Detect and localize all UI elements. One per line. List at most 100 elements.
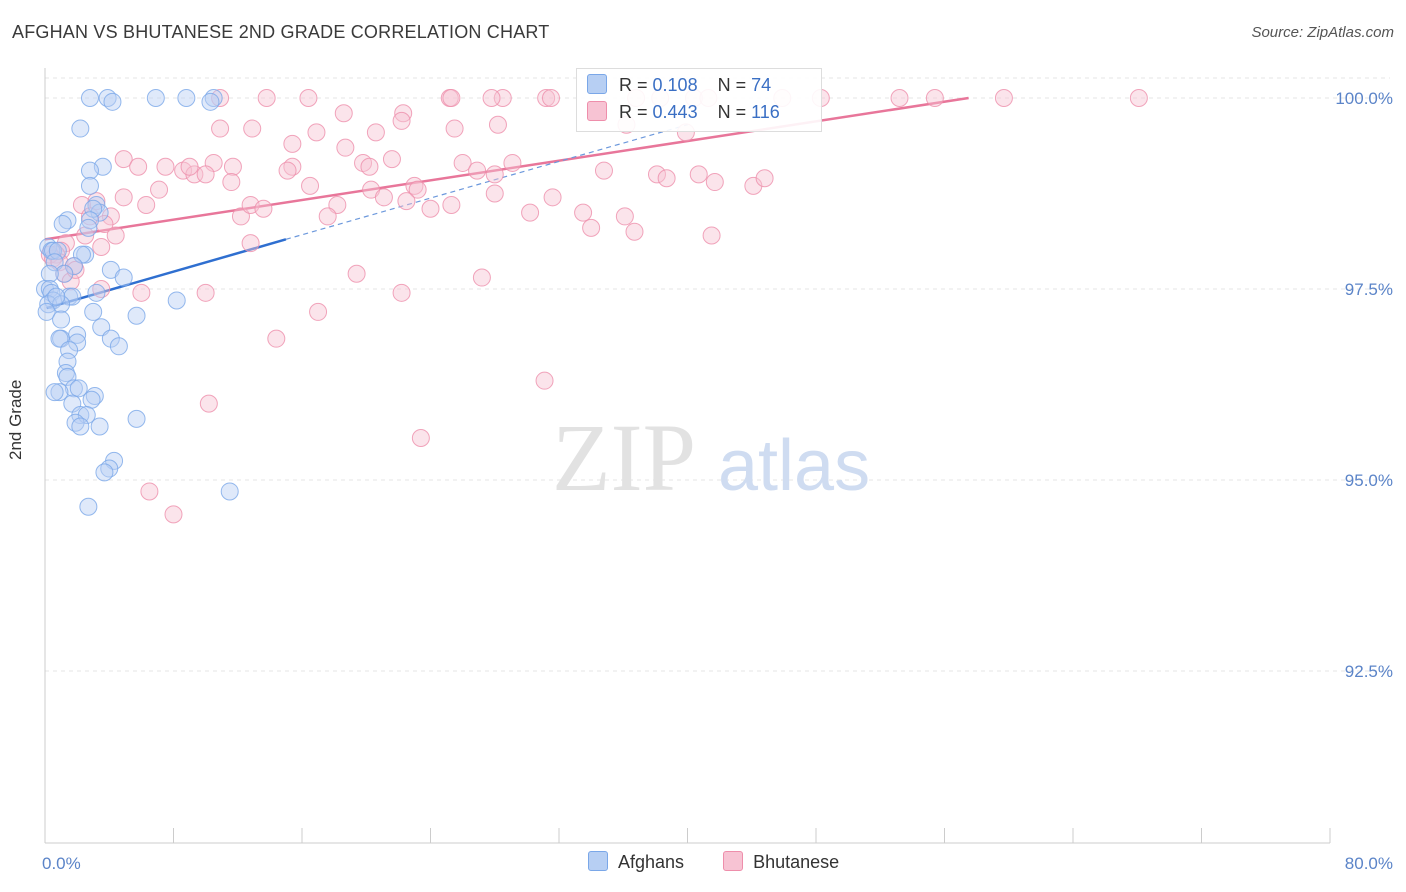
bhutanese-point bbox=[925, 89, 944, 107]
bhutanese-point bbox=[755, 169, 774, 188]
afghans-point bbox=[64, 257, 83, 276]
bhutanese-point bbox=[211, 119, 230, 138]
afghans-point bbox=[201, 92, 220, 111]
bhutanese-point bbox=[196, 283, 215, 302]
bhutanese-point bbox=[582, 218, 601, 237]
bhutanese-point bbox=[485, 165, 504, 184]
bhutanese-point bbox=[382, 150, 401, 169]
afghans-legend-label: Afghans bbox=[618, 852, 685, 872]
afghans-point bbox=[45, 253, 64, 272]
bhutanese-point bbox=[61, 272, 80, 291]
bhutanese-point bbox=[254, 199, 273, 218]
bhutanese-point bbox=[132, 283, 151, 302]
bhutanese-point bbox=[137, 195, 156, 214]
bhutanese-point bbox=[267, 329, 286, 348]
bhutanese-point bbox=[485, 184, 504, 203]
afghans-point bbox=[48, 241, 67, 260]
bhutanese-point bbox=[301, 176, 320, 195]
bhutanese-point bbox=[421, 199, 440, 218]
afghans-point bbox=[80, 89, 99, 107]
afghans-point bbox=[71, 417, 90, 436]
afghans-point bbox=[79, 218, 98, 237]
bhutanese-point bbox=[257, 89, 276, 107]
watermark: ZIP atlas bbox=[552, 404, 870, 511]
afghans-point bbox=[127, 409, 146, 428]
watermark-atlas: atlas bbox=[718, 426, 870, 506]
afghans-point bbox=[146, 89, 165, 107]
afghans-point bbox=[50, 329, 69, 348]
afghans-point bbox=[52, 310, 71, 329]
bhutanese-point bbox=[543, 188, 562, 207]
trend-lines bbox=[44, 96, 969, 310]
bhutanese-point bbox=[156, 157, 175, 176]
afghans-point bbox=[69, 379, 88, 398]
afghans-legend-swatch bbox=[588, 851, 608, 871]
bhutanese-point bbox=[299, 89, 318, 107]
bhutanese-point bbox=[594, 161, 613, 180]
tick-labels: 100.0% 97.5% 95.0% 92.5% 0.0% 80.0% bbox=[42, 89, 1393, 873]
bhutanese-point bbox=[472, 268, 491, 287]
bhutanese-point bbox=[468, 161, 487, 180]
afghans-swatch bbox=[587, 74, 607, 94]
x-tick-label-max: 80.0% bbox=[1345, 854, 1393, 873]
bhutanese-point bbox=[705, 173, 724, 192]
bhutanese-point bbox=[307, 123, 326, 142]
bhutanese-point bbox=[392, 111, 411, 130]
bhutanese-point bbox=[392, 283, 411, 302]
bhutanese-point bbox=[92, 237, 111, 256]
afghans-point bbox=[80, 161, 99, 180]
bhutanese-point bbox=[347, 264, 366, 283]
bhutanese-legend-swatch bbox=[723, 851, 744, 871]
legend-row-bhutanese: R = 0.443 N = 116 bbox=[587, 101, 780, 127]
afghans-point bbox=[82, 390, 101, 409]
legend-item-bhutanese[interactable]: Bhutanese bbox=[723, 851, 839, 873]
afghans-point bbox=[79, 497, 98, 516]
afghans-point bbox=[55, 264, 74, 283]
afghans-point bbox=[92, 318, 111, 337]
bhutanese-legend-label: Bhutanese bbox=[753, 852, 840, 872]
bhutanese-point bbox=[334, 104, 353, 123]
data-points bbox=[36, 89, 1148, 524]
afghans-point bbox=[64, 379, 83, 398]
bhutanese-point bbox=[223, 157, 242, 176]
bhutanese-point bbox=[625, 222, 644, 241]
afghans-point bbox=[45, 383, 64, 402]
bhutanese-point bbox=[101, 207, 120, 226]
afghans-point bbox=[80, 176, 99, 195]
bhutanese-point bbox=[231, 207, 250, 226]
bhutanese-point bbox=[366, 123, 385, 142]
afghans-point bbox=[58, 352, 77, 371]
axes bbox=[44, 68, 1331, 844]
afghans-point bbox=[84, 302, 103, 321]
x-tick-label-min: 0.0% bbox=[42, 854, 81, 873]
legend-item-afghans[interactable]: Afghans bbox=[588, 851, 684, 873]
bhutanese-point bbox=[702, 226, 721, 245]
bhutanese-point bbox=[150, 180, 169, 199]
bhutanese-point bbox=[164, 505, 183, 524]
bhutanese-point bbox=[114, 188, 133, 207]
bhutanese-point bbox=[222, 173, 241, 192]
bhutanese-point bbox=[309, 302, 328, 321]
afghans-point bbox=[53, 215, 72, 234]
afghans-point bbox=[103, 92, 122, 111]
bhutanese-point bbox=[537, 89, 556, 107]
bhutanese-point bbox=[374, 188, 393, 207]
afghans-point bbox=[71, 119, 90, 138]
stats-legend: R = 0.108 N = 74 R = 0.443 N = 116 bbox=[576, 68, 822, 132]
bhutanese-point bbox=[647, 165, 666, 184]
bhutanese-n-value: 116 bbox=[751, 102, 780, 122]
afghans-n-value: 74 bbox=[751, 75, 772, 95]
afghans-point bbox=[58, 367, 77, 386]
bhutanese-point bbox=[442, 89, 461, 107]
afghans-point bbox=[114, 268, 133, 287]
afghans-point bbox=[60, 341, 79, 360]
bhutanese-point bbox=[445, 119, 464, 138]
afghans-trend-extension bbox=[285, 124, 688, 240]
bhutanese-point bbox=[482, 89, 501, 107]
bhutanese-point bbox=[211, 89, 230, 107]
bhutanese-point bbox=[657, 169, 676, 188]
afghans-point bbox=[95, 463, 114, 482]
afghans-point bbox=[177, 89, 196, 107]
afghans-r-value: 0.108 bbox=[652, 75, 698, 95]
